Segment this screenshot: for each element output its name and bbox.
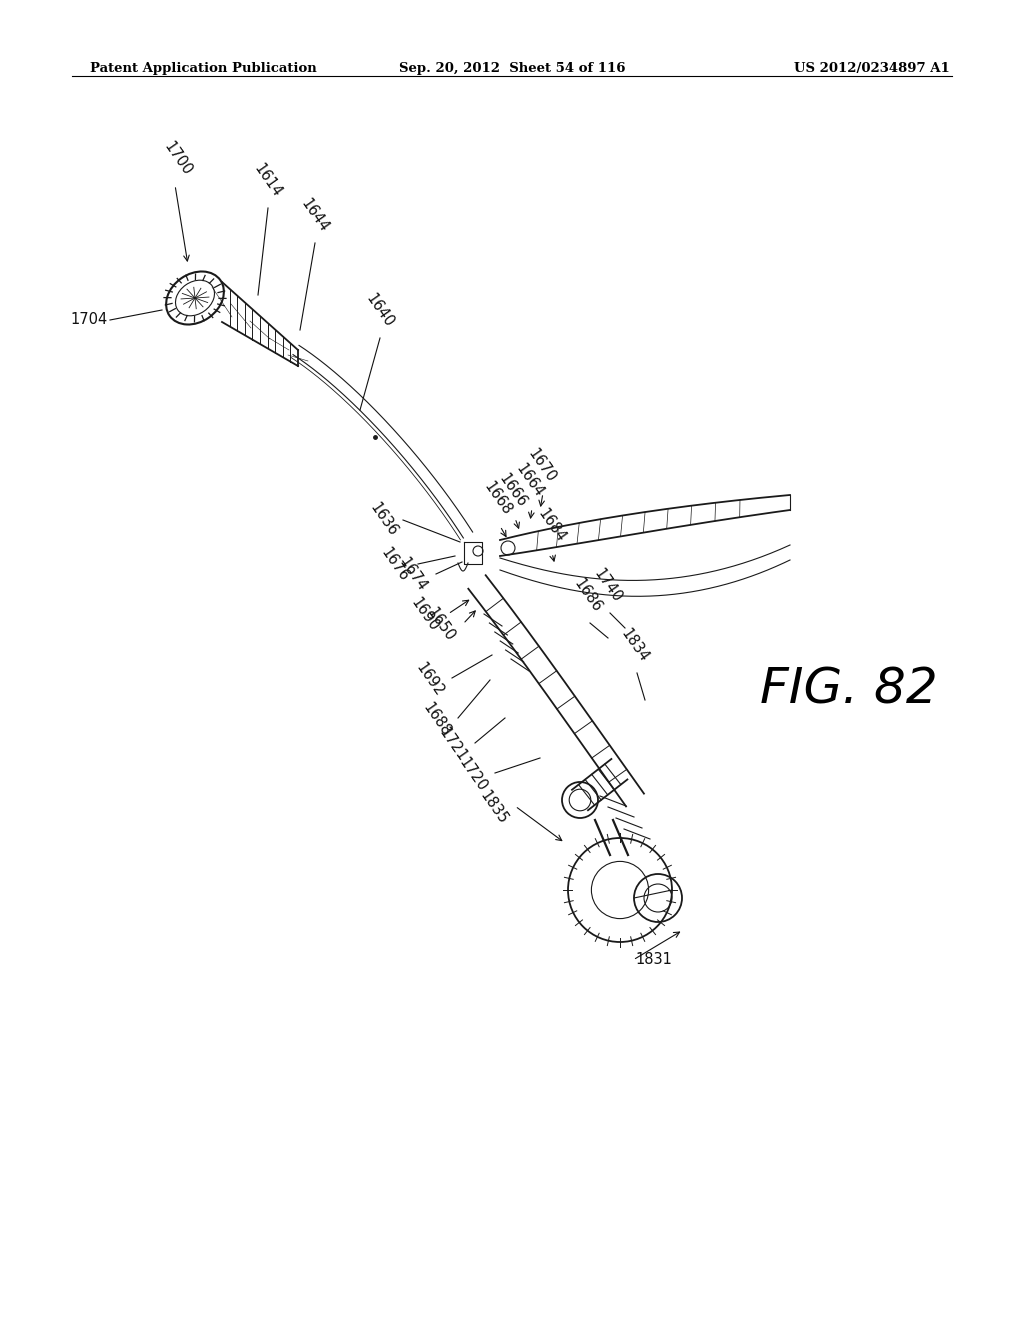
Text: 1640: 1640	[364, 290, 396, 330]
Text: 1704: 1704	[71, 313, 108, 327]
Text: Patent Application Publication: Patent Application Publication	[90, 62, 316, 75]
Text: Sep. 20, 2012  Sheet 54 of 116: Sep. 20, 2012 Sheet 54 of 116	[398, 62, 626, 75]
Text: 1636: 1636	[367, 500, 400, 540]
Text: 1644: 1644	[298, 197, 332, 235]
Text: 1720: 1720	[457, 755, 490, 795]
Text: 1721: 1721	[436, 726, 470, 764]
Text: 1664: 1664	[513, 461, 547, 500]
Text: US 2012/0234897 A1: US 2012/0234897 A1	[795, 62, 950, 75]
Text: 1614: 1614	[251, 161, 285, 201]
Text: 1834: 1834	[618, 626, 651, 665]
Text: 1676: 1676	[379, 545, 412, 585]
Text: 1692: 1692	[414, 660, 447, 700]
Text: 1690: 1690	[409, 595, 442, 635]
Text: 1670: 1670	[525, 446, 559, 484]
Text: 1650: 1650	[424, 606, 458, 644]
Text: 1835: 1835	[476, 788, 510, 828]
Text: 1831: 1831	[635, 953, 672, 968]
Text: 1666: 1666	[497, 471, 529, 510]
Text: 1668: 1668	[481, 479, 515, 517]
Text: 1686: 1686	[571, 576, 605, 615]
Text: 1684: 1684	[536, 506, 568, 545]
Text: 1674: 1674	[396, 556, 430, 594]
Text: 1688: 1688	[420, 701, 453, 739]
Text: 1740: 1740	[591, 566, 625, 605]
Text: 1700: 1700	[161, 139, 195, 178]
Text: FIG. 82: FIG. 82	[760, 667, 938, 714]
